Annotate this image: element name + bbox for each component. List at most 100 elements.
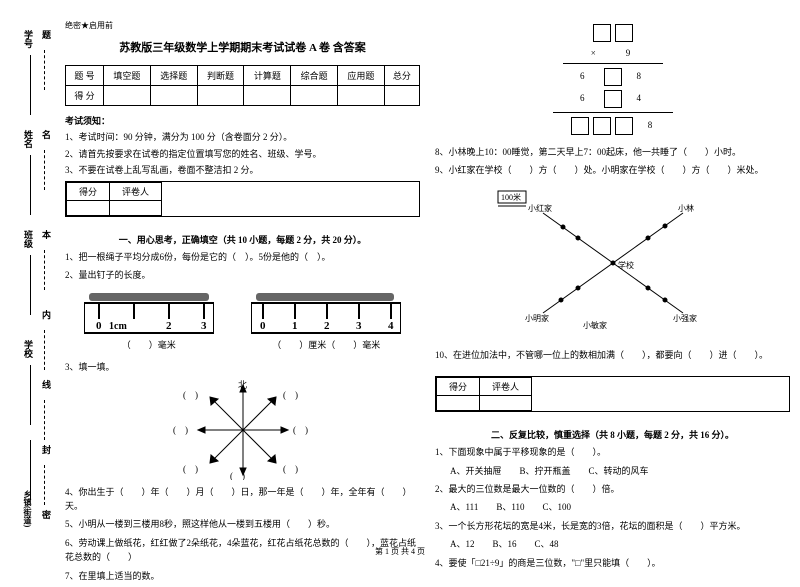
dash bbox=[44, 465, 45, 505]
td bbox=[384, 86, 419, 106]
notice: 3、不要在试卷上乱写乱画，卷面不整洁扣 2 分。 bbox=[65, 164, 420, 178]
th: 总分 bbox=[384, 66, 419, 86]
score-inline2: 得分评卷人 bbox=[435, 376, 790, 412]
svg-text:( ): ( ) bbox=[293, 425, 308, 435]
svg-text:2: 2 bbox=[166, 320, 172, 332]
sc bbox=[480, 396, 532, 411]
svg-text:100米: 100米 bbox=[501, 192, 521, 202]
inner-label: 线 bbox=[40, 380, 53, 389]
q9: 9、小红家在学校（ ）方（ ）处。小明家在学校（ ）方（ ）米处。 bbox=[435, 163, 790, 177]
svg-text:3: 3 bbox=[201, 320, 207, 332]
inner-label: 密 bbox=[40, 510, 53, 519]
hline bbox=[563, 63, 663, 64]
svg-text:1: 1 bbox=[292, 320, 298, 332]
s2q4: 4、要使「□21÷9」的商是三位数，"□"里只能填（ ）。 bbox=[435, 556, 790, 570]
q8: 8、小林晚上10：00睡觉，第二天早上7：00起床，他一共睡了（ ）小时。 bbox=[435, 145, 790, 159]
td bbox=[150, 86, 197, 106]
inner-label: 本 bbox=[40, 230, 53, 239]
td bbox=[291, 86, 338, 106]
dash bbox=[44, 150, 45, 190]
s2q2opts: A、111 B、110 C、100 bbox=[435, 500, 790, 514]
td bbox=[197, 86, 244, 106]
svg-text:( ): ( ) bbox=[183, 464, 198, 474]
dash bbox=[44, 400, 45, 440]
digit: 9 bbox=[626, 48, 635, 58]
sc: 评卷人 bbox=[110, 182, 162, 200]
q5: 5、小明从一楼到三楼用8秒，照这样他从一楼到五楼用（ ）秒。 bbox=[65, 517, 420, 531]
section2-title: 二、反复比较，慎重选择（共 8 小题，每题 2 分，共 16 分）。 bbox=[435, 428, 790, 441]
inner-label: 封 bbox=[40, 445, 53, 454]
multiplication: × 9 6 8 6 4 8 bbox=[435, 24, 790, 135]
side-line bbox=[30, 55, 31, 115]
dash bbox=[44, 330, 45, 370]
svg-text:小红家: 小红家 bbox=[528, 203, 552, 213]
svg-text:4: 4 bbox=[388, 320, 394, 332]
svg-text:( ): ( ) bbox=[283, 390, 298, 400]
sc bbox=[437, 396, 480, 411]
section1-title: 一、用心思考，正确填空（共 10 小题，每题 2 分，共 20 分）。 bbox=[65, 233, 420, 246]
page-footer: 第 1 页 共 4 页 bbox=[0, 546, 800, 557]
digit-box bbox=[593, 117, 611, 135]
svg-text:( ): ( ) bbox=[183, 390, 198, 400]
q2: 2、量出钉子的长度。 bbox=[65, 268, 420, 282]
s2q2: 2、最大的三位数是最大一位数的（ ）倍。 bbox=[435, 482, 790, 496]
digit-box bbox=[615, 24, 633, 42]
svg-text:( ): ( ) bbox=[230, 471, 245, 480]
svg-text:小明家: 小明家 bbox=[525, 313, 549, 323]
sc bbox=[110, 200, 162, 215]
ruler-label: （ ）毫米 bbox=[84, 338, 214, 351]
digit-box bbox=[604, 68, 622, 86]
svg-text:( ): ( ) bbox=[283, 464, 298, 474]
side-label: 姓名 bbox=[22, 130, 35, 148]
q3: 3、填一填。 bbox=[65, 360, 420, 374]
td bbox=[338, 86, 385, 106]
dash bbox=[44, 250, 45, 290]
svg-text:小林: 小林 bbox=[678, 203, 694, 213]
notice: 1、考试时间：90 分钟，满分为 100 分（含卷面分 2 分）。 bbox=[65, 131, 420, 145]
side-line bbox=[30, 365, 31, 425]
q1: 1、把一根绳子平均分成6份，每份是它的（ ）。5份是他的（ ）。 bbox=[65, 250, 420, 264]
digit-box bbox=[593, 24, 611, 42]
s2q1: 1、下面现象中属于平移现象的是（ ）。 bbox=[435, 445, 790, 459]
th: 计算题 bbox=[244, 66, 291, 86]
th: 题 号 bbox=[66, 66, 104, 86]
svg-text:1cm: 1cm bbox=[109, 321, 127, 332]
s2q3: 3、一个长方形花坛的宽是4米，长是宽的3倍，花坛的面积是（ ）平方米。 bbox=[435, 519, 790, 533]
sc bbox=[67, 200, 110, 215]
side-line bbox=[30, 440, 31, 500]
svg-text:小敏家: 小敏家 bbox=[583, 320, 607, 330]
svg-text:0: 0 bbox=[260, 320, 266, 332]
th: 判断题 bbox=[197, 66, 244, 86]
td bbox=[104, 86, 151, 106]
secret-header: 绝密★启用前 bbox=[65, 20, 420, 31]
svg-text:3: 3 bbox=[356, 320, 362, 332]
th: 综合题 bbox=[291, 66, 338, 86]
s2q1opts: A、开关抽屉 B、拧开瓶盖 C、转动的风车 bbox=[435, 464, 790, 478]
svg-text:( ): ( ) bbox=[173, 425, 188, 435]
td bbox=[244, 86, 291, 106]
inner-label: 题 bbox=[40, 30, 53, 39]
ruler-left: 0 1cm 2 3 （ ）毫米 bbox=[84, 291, 214, 351]
q4: 4、你出生于（ ）年（ ）月（ ）日，那一年是（ ）年，全年有（ ）天。 bbox=[65, 485, 420, 514]
svg-text:0: 0 bbox=[96, 320, 102, 332]
q10: 10、在进位加法中，不管哪一位上的数相加满（ ），都要向（ ）进（ ）。 bbox=[435, 348, 790, 362]
svg-text:学校: 学校 bbox=[618, 260, 634, 270]
side-label: 班级 bbox=[22, 230, 35, 248]
compass-star: 北 ( )( ) ( )( ) ( )( ) ( ) bbox=[183, 380, 303, 480]
inner-label: 内 bbox=[40, 310, 53, 319]
svg-text:北: 北 bbox=[238, 380, 247, 390]
score-inline: 得分评卷人 bbox=[65, 181, 420, 217]
sc: 评卷人 bbox=[480, 378, 532, 396]
side-label: 学校 bbox=[22, 340, 35, 358]
notice: 2、请首先按要求在试卷的指定位置填写您的姓名、班级、学号。 bbox=[65, 148, 420, 162]
td: 得 分 bbox=[66, 86, 104, 106]
side-line bbox=[30, 255, 31, 315]
ruler-right: 0 1 2 3 4 （ ）厘米（ ）毫米 bbox=[251, 291, 401, 351]
svg-text:2: 2 bbox=[324, 320, 330, 332]
map-diagram: 100米 小红家 小林 学校 小明家 小敏家 小强家 bbox=[483, 183, 743, 343]
side-line bbox=[30, 155, 31, 215]
dash bbox=[44, 50, 45, 90]
th: 填空题 bbox=[104, 66, 151, 86]
side-label: 乡镇(街道) bbox=[22, 490, 33, 527]
exam-title: 苏教版三年级数学上学期期末考试试卷 A 卷 含答案 bbox=[65, 39, 420, 55]
